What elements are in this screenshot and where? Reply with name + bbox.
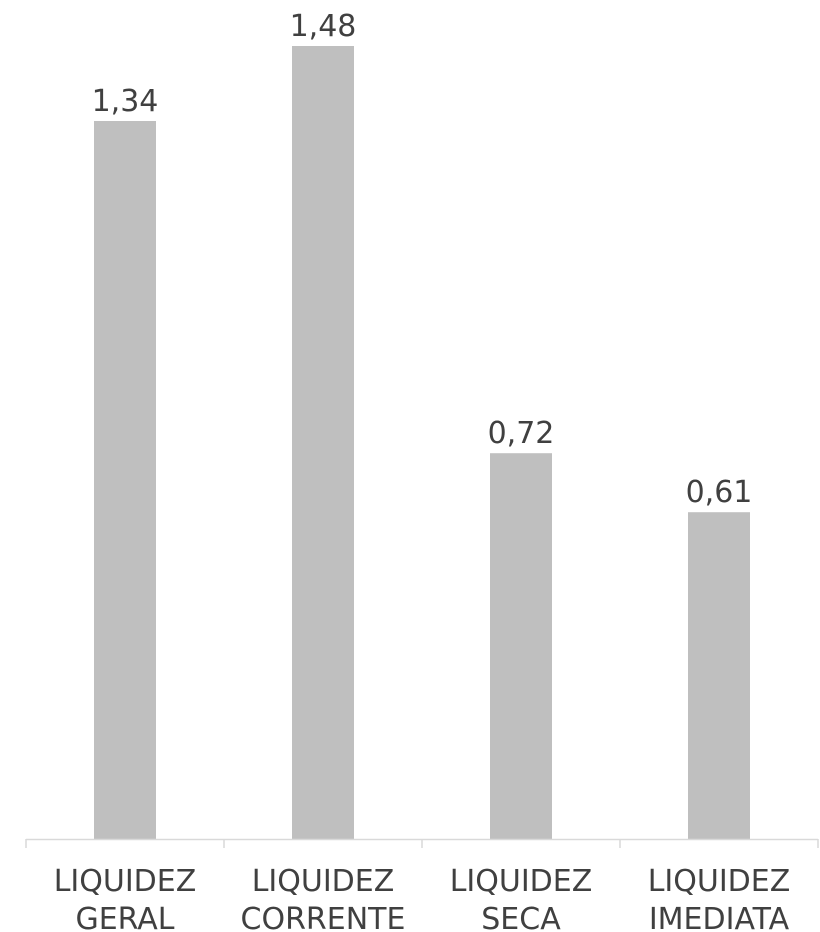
value-label-3: 0,72 (488, 416, 555, 451)
bars-group (94, 46, 750, 839)
value-label-4: 0,61 (686, 475, 753, 510)
category-label-4-line-1: LIQUIDEZ (648, 864, 791, 899)
bar-1 (94, 121, 156, 839)
x-axis (25, 838, 819, 848)
category-label-2-line-2: CORRENTE (241, 902, 406, 932)
bar-3 (490, 453, 552, 839)
category-labels-group: LIQUIDEZGERALLIQUIDEZCORRENTELIQUIDEZSEC… (54, 864, 791, 932)
value-label-2: 1,48 (290, 9, 357, 44)
value-label-1: 1,34 (92, 84, 159, 119)
category-label-3-line-2: SECA (481, 902, 561, 932)
value-labels-group: 1,34 1,48 0,72 0,61 (92, 9, 753, 510)
category-label-3-line-1: LIQUIDEZ (450, 864, 593, 899)
bar-2 (292, 46, 354, 839)
category-label-4-line-2: IMEDIATA (649, 902, 790, 932)
category-label-1-line-1: LIQUIDEZ (54, 864, 197, 899)
category-label-2-line-1: LIQUIDEZ (252, 864, 395, 899)
bar-4 (688, 512, 750, 839)
category-label-1-line-2: GERAL (75, 902, 174, 932)
